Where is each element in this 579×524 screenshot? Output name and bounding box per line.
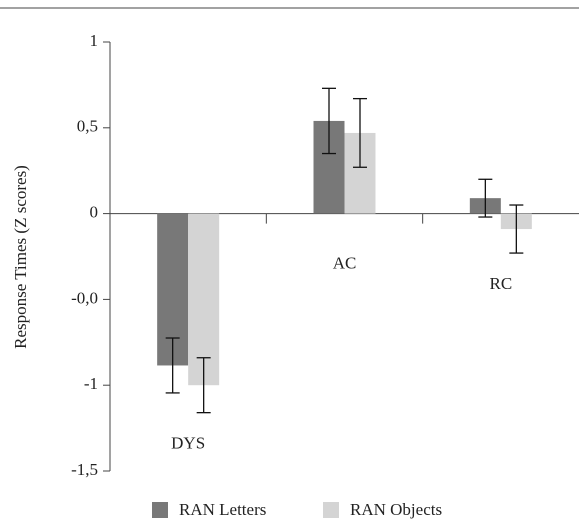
legend-label: RAN Letters <box>179 500 266 519</box>
y-axis-label: Response Times (Z scores) <box>11 165 30 349</box>
y-tick-label: -0,0 <box>71 288 98 307</box>
y-tick-label: -1,5 <box>71 460 98 479</box>
y-tick-label: -1 <box>84 374 98 393</box>
bar <box>188 213 220 386</box>
y-tick-label: 0 <box>90 203 99 222</box>
x-tick-label: AC <box>333 254 357 273</box>
y-tick-label: 0,5 <box>77 117 98 136</box>
legend-swatch <box>152 502 168 518</box>
y-tick-label: 1 <box>90 31 99 50</box>
legend-swatch <box>323 502 339 518</box>
x-tick-label: DYS <box>171 434 205 453</box>
x-tick-label: RC <box>489 274 512 293</box>
legend-label: RAN Objects <box>350 500 442 519</box>
